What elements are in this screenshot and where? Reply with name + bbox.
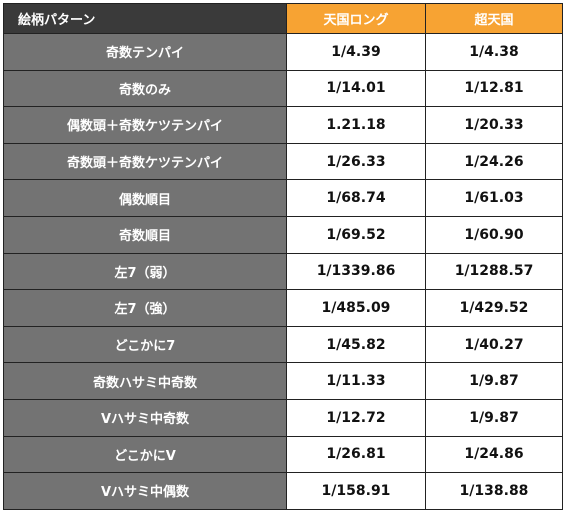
cho-tengoku-cell: 1/9.87 bbox=[425, 362, 563, 400]
tengoku-long-cell: 1/158.91 bbox=[286, 472, 426, 510]
table-row: どこかにV 1/26.81 1/24.86 bbox=[3, 435, 563, 474]
table-row: 奇数順目 1/69.52 1/60.90 bbox=[3, 215, 563, 254]
tengoku-long-cell: 1/69.52 bbox=[286, 215, 426, 254]
column-header-tengoku-long: 天国ロング bbox=[286, 3, 426, 34]
table-row: Vハサミ中奇数 1/12.72 1/9.87 bbox=[3, 398, 563, 437]
table-header-row: 絵柄パターン 天国ロング 超天国 bbox=[3, 3, 563, 34]
pattern-cell: 偶数頭＋奇数ケツテンパイ bbox=[3, 106, 287, 144]
table-row: 奇数のみ 1/14.01 1/12.81 bbox=[3, 69, 563, 108]
pattern-cell: どこかにV bbox=[3, 435, 287, 474]
cho-tengoku-cell: 1/61.03 bbox=[425, 179, 563, 217]
cho-tengoku-cell: 1/24.86 bbox=[425, 435, 563, 474]
pattern-cell: どこかに7 bbox=[3, 325, 287, 364]
column-header-pattern: 絵柄パターン bbox=[3, 3, 287, 34]
pattern-cell: 偶数順目 bbox=[3, 179, 287, 217]
tengoku-long-cell: 1/26.81 bbox=[286, 435, 426, 474]
cho-tengoku-cell: 1/20.33 bbox=[425, 106, 563, 144]
table-row: 左7（弱） 1/1339.86 1/1288.57 bbox=[3, 252, 563, 291]
pattern-cell: 左7（強） bbox=[3, 289, 287, 327]
cho-tengoku-cell: 1/4.38 bbox=[425, 33, 563, 71]
cho-tengoku-cell: 1/60.90 bbox=[425, 215, 563, 254]
tengoku-long-cell: 1/14.01 bbox=[286, 69, 426, 108]
table-row: どこかに7 1/45.82 1/40.27 bbox=[3, 325, 563, 364]
table-row: 奇数ハサミ中奇数 1/11.33 1/9.87 bbox=[3, 362, 563, 400]
probability-table-container: 絵柄パターン 天国ロング 超天国 奇数テンパイ 1/4.39 1/4.38 奇数… bbox=[3, 3, 563, 510]
cho-tengoku-cell: 1/9.87 bbox=[425, 398, 563, 437]
table-row: 偶数頭＋奇数ケツテンパイ 1.21.18 1/20.33 bbox=[3, 106, 563, 144]
pattern-cell: Vハサミ中偶数 bbox=[3, 472, 287, 510]
tengoku-long-cell: 1/45.82 bbox=[286, 325, 426, 364]
table-row: 奇数テンパイ 1/4.39 1/4.38 bbox=[3, 33, 563, 71]
pattern-cell: 奇数頭＋奇数ケツテンパイ bbox=[3, 142, 287, 181]
pattern-cell: 左7（弱） bbox=[3, 252, 287, 291]
tengoku-long-cell: 1/11.33 bbox=[286, 362, 426, 400]
table-row: Vハサミ中偶数 1/158.91 1/138.88 bbox=[3, 472, 563, 510]
tengoku-long-cell: 1/12.72 bbox=[286, 398, 426, 437]
column-header-cho-tengoku: 超天国 bbox=[425, 3, 563, 34]
tengoku-long-cell: 1/1339.86 bbox=[286, 252, 426, 291]
pattern-cell: 奇数ハサミ中奇数 bbox=[3, 362, 287, 400]
table-row: 偶数順目 1/68.74 1/61.03 bbox=[3, 179, 563, 217]
cho-tengoku-cell: 1/429.52 bbox=[425, 289, 563, 327]
tengoku-long-cell: 1/4.39 bbox=[286, 33, 426, 71]
pattern-cell: 奇数順目 bbox=[3, 215, 287, 254]
cho-tengoku-cell: 1/40.27 bbox=[425, 325, 563, 364]
table-row: 左7（強） 1/485.09 1/429.52 bbox=[3, 289, 563, 327]
table-row: 奇数頭＋奇数ケツテンパイ 1/26.33 1/24.26 bbox=[3, 142, 563, 181]
cho-tengoku-cell: 1/12.81 bbox=[425, 69, 563, 108]
pattern-cell: Vハサミ中奇数 bbox=[3, 398, 287, 437]
tengoku-long-cell: 1/68.74 bbox=[286, 179, 426, 217]
probability-table: 絵柄パターン 天国ロング 超天国 奇数テンパイ 1/4.39 1/4.38 奇数… bbox=[3, 3, 563, 510]
pattern-cell: 奇数のみ bbox=[3, 69, 287, 108]
tengoku-long-cell: 1/485.09 bbox=[286, 289, 426, 327]
cho-tengoku-cell: 1/24.26 bbox=[425, 142, 563, 181]
tengoku-long-cell: 1.21.18 bbox=[286, 106, 426, 144]
cho-tengoku-cell: 1/138.88 bbox=[425, 472, 563, 510]
pattern-cell: 奇数テンパイ bbox=[3, 33, 287, 71]
tengoku-long-cell: 1/26.33 bbox=[286, 142, 426, 181]
cho-tengoku-cell: 1/1288.57 bbox=[425, 252, 563, 291]
